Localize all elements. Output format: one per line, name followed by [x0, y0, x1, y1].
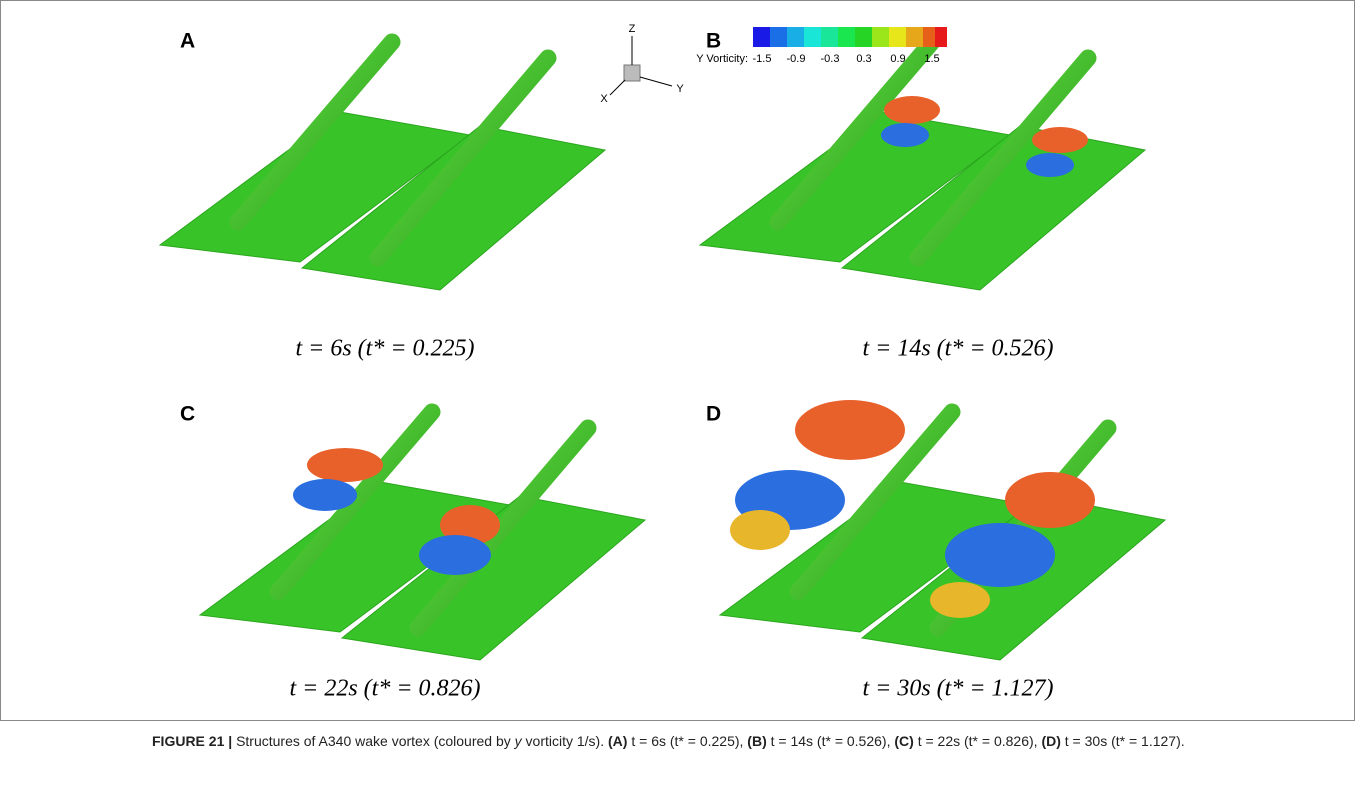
- caption-segment: (C): [894, 733, 913, 749]
- caption-segment: t = 6s (t* = 0.225),: [627, 733, 747, 749]
- figure-art: Z Y X Y Vorticity: -1.5 -0.9 -0.3 0.3 0.9 1.5…: [0, 0, 1355, 796]
- panel-caption: t = 6s (t* = 0.225): [295, 336, 474, 362]
- axis-x-label: X: [600, 93, 608, 105]
- caption-segment: y: [515, 733, 522, 749]
- colorbar-tick-label: 0.3: [856, 53, 871, 65]
- caption-segment: Structures of A340 wake vortex (coloured…: [236, 733, 515, 749]
- colorbar-tick-label: -1.5: [753, 53, 772, 65]
- caption-segment: (D): [1041, 733, 1060, 749]
- panel-caption: t = 14s (t* = 0.526): [862, 336, 1053, 362]
- colorbar-tick-label: 0.9: [890, 53, 905, 65]
- caption-segment: t = 22s (t* = 0.826),: [914, 733, 1042, 749]
- panel-label: A: [180, 30, 195, 53]
- axis-y-label: Y: [676, 83, 684, 95]
- caption-segment: (A): [608, 733, 627, 749]
- colorbar-tick-label: -0.3: [821, 53, 840, 65]
- panel-c-render: [200, 412, 645, 660]
- figure-caption: FIGURE 21 | Structures of A340 wake vort…: [152, 730, 1312, 753]
- panel-a-render: [160, 42, 605, 290]
- figure: Z Y X Y Vorticity: -1.5 -0.9 -0.3 0.3 0.9 1.5…: [0, 0, 1355, 796]
- panel-label: D: [706, 403, 721, 426]
- axes-triad: Z Y X: [600, 23, 684, 105]
- caption-segment: t = 30s (t* = 1.127).: [1061, 733, 1185, 749]
- caption-segment: (B): [747, 733, 766, 749]
- panel-b-render: [700, 42, 1145, 290]
- colorbar-tick-label: 1.5: [924, 53, 939, 65]
- caption-segment: vorticity 1/s).: [522, 733, 608, 749]
- caption-segment: t = 14s (t* = 0.526),: [767, 733, 895, 749]
- colorbar-title: Y Vorticity:: [696, 53, 748, 65]
- colorbar-tick-label: -0.9: [787, 53, 806, 65]
- panel-label: B: [706, 30, 721, 53]
- panel-label: C: [180, 403, 195, 426]
- panel-caption: t = 22s (t* = 0.826): [289, 676, 480, 702]
- caption-label: FIGURE 21 |: [152, 733, 232, 749]
- panel-caption: t = 30s (t* = 1.127): [862, 676, 1053, 702]
- axis-z-label: Z: [629, 23, 636, 35]
